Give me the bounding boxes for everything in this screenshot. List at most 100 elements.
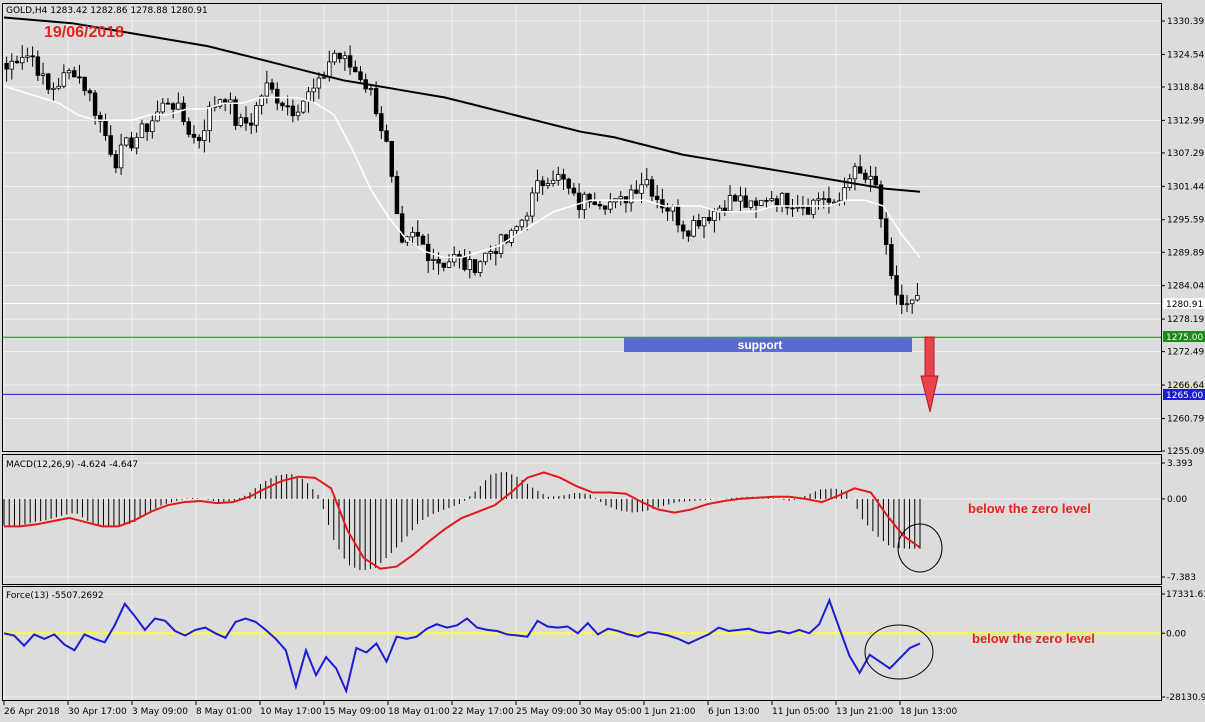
- time-tick-label: 30 Apr 17:00: [68, 707, 127, 717]
- time-tick-label: 10 May 17:00: [260, 707, 322, 717]
- candle-up: [467, 259, 473, 270]
- candle-down: [233, 99, 238, 126]
- candle-up: [727, 195, 733, 212]
- candle-down: [441, 262, 447, 268]
- price-tick-label: 1330.39: [1167, 17, 1204, 27]
- candle-up: [556, 174, 561, 181]
- candle-down: [873, 175, 878, 186]
- candle-up: [139, 123, 145, 139]
- candle-down: [899, 294, 905, 305]
- candle-up: [670, 206, 676, 212]
- candle-down: [347, 55, 353, 68]
- time-tick-label: 6 Jun 13:00: [708, 707, 760, 717]
- candle-up: [306, 91, 311, 102]
- candle-up: [477, 261, 483, 273]
- candle-up: [904, 303, 910, 306]
- candle-up: [644, 179, 649, 186]
- macd-tick-label: 3.393: [1167, 459, 1193, 469]
- candle-down: [472, 259, 478, 273]
- candle-down: [540, 180, 545, 187]
- candle-down: [826, 198, 832, 203]
- time-tick-label: 18 Jun 13:00: [900, 707, 957, 717]
- candle-up: [519, 219, 525, 228]
- candle-down: [144, 123, 150, 133]
- force-tick-label: 0.00: [1166, 629, 1186, 639]
- candle-down: [696, 220, 702, 227]
- price-tick-label: 1289.89: [1167, 248, 1204, 258]
- candle-up: [238, 117, 244, 126]
- candle-up: [259, 95, 264, 106]
- candle-down: [665, 207, 670, 212]
- candle-down: [889, 244, 894, 276]
- price-tick-label: 1318.84: [1167, 83, 1204, 93]
- price-tick-label: 1307.29: [1167, 149, 1204, 159]
- candle-up: [410, 231, 415, 238]
- candle-up: [701, 217, 707, 227]
- candle-down: [248, 122, 254, 126]
- macd-tick-label: 0.00: [1167, 495, 1187, 505]
- candle-down: [493, 251, 499, 254]
- price-tick-label: 1278.19: [1167, 315, 1204, 325]
- current-price-value: 1280.91: [1166, 300, 1203, 310]
- price-tick-label: 1255.09: [1167, 447, 1204, 457]
- candle-down: [269, 82, 275, 90]
- candle-down: [373, 88, 379, 114]
- force-index-line: [3, 597, 921, 695]
- candle-down: [170, 103, 176, 110]
- candle-up: [301, 100, 306, 113]
- candle-up: [769, 198, 774, 201]
- candle-up: [295, 111, 301, 117]
- candle-up: [759, 199, 764, 206]
- candle-down: [883, 218, 889, 245]
- target-price-tag: 1265.00: [1163, 389, 1205, 401]
- candle-down: [389, 140, 394, 177]
- force-annotation: below the zero level: [972, 631, 1095, 646]
- candle-down: [222, 99, 228, 103]
- candle-down: [243, 117, 249, 124]
- candle-down: [399, 213, 405, 243]
- candle-down: [680, 224, 686, 232]
- candle-down: [753, 200, 759, 206]
- candle-up: [228, 99, 233, 103]
- candle-up: [40, 73, 46, 76]
- time-tick-label: 30 May 05:00: [580, 707, 642, 717]
- candle-down: [30, 55, 35, 58]
- candle-down: [379, 113, 384, 132]
- candle-down: [654, 195, 660, 201]
- candle-up: [488, 251, 493, 254]
- macd-panel-grid: [3, 462, 1161, 578]
- support-price-tag: 1275.00: [1163, 331, 1205, 343]
- support-label: support: [738, 338, 783, 352]
- candle-down: [196, 136, 202, 141]
- candle-up: [712, 210, 717, 222]
- candle-up: [160, 102, 165, 113]
- candle-down: [394, 175, 400, 215]
- candle-down: [743, 195, 748, 208]
- candle-up: [909, 299, 915, 305]
- candle-down: [790, 207, 795, 210]
- candle-down: [733, 195, 738, 202]
- candle-down: [35, 56, 41, 76]
- candle-down: [675, 206, 681, 226]
- force-tick-label: 17331.63: [1166, 590, 1205, 600]
- candle-up: [717, 207, 722, 212]
- candle-down: [457, 253, 462, 257]
- force-highlight-circle: [864, 624, 934, 680]
- candle-up: [446, 261, 452, 268]
- candle-down: [337, 52, 342, 60]
- candle-up: [342, 55, 348, 60]
- time-tick-label: 26 Apr 2018: [4, 707, 60, 717]
- candle-up: [530, 192, 535, 217]
- candle-down: [181, 102, 186, 123]
- candle-up: [779, 192, 785, 207]
- support-price-value: 1275.00: [1166, 333, 1203, 343]
- time-tick-label: 13 Jun 21:00: [836, 707, 893, 717]
- candle-up: [842, 187, 847, 202]
- candle-up: [915, 295, 920, 301]
- candle-up: [311, 87, 316, 93]
- slow-moving-average: [3, 16, 921, 193]
- candle-down: [660, 199, 665, 209]
- candle-up: [514, 226, 519, 231]
